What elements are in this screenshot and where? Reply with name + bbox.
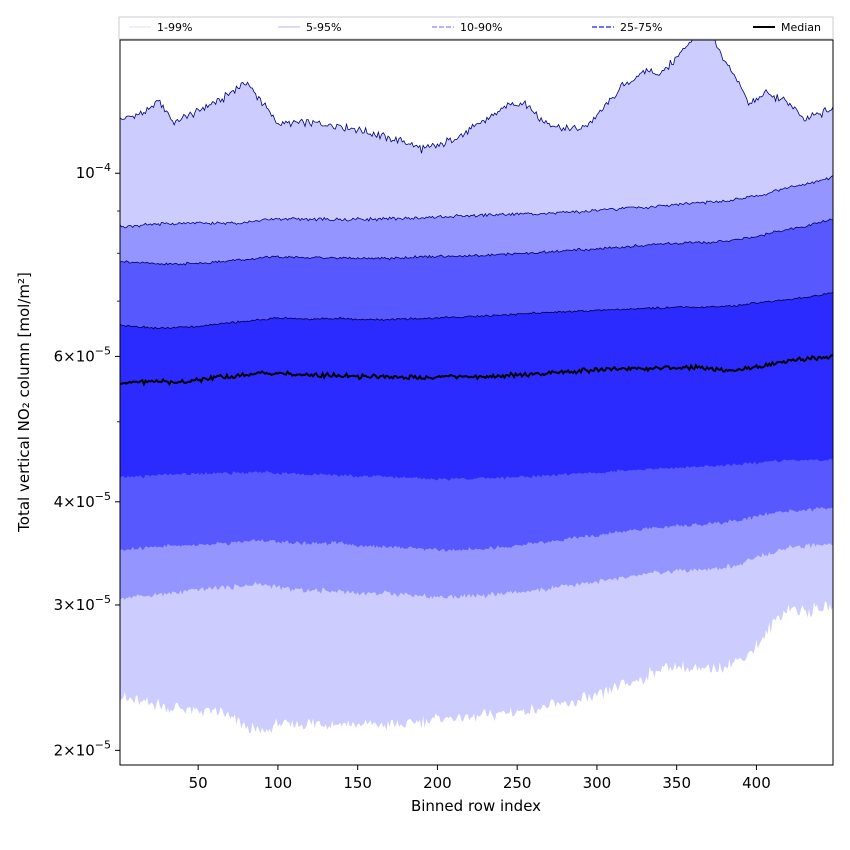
x-tick-label: 400 xyxy=(742,774,771,792)
band-upper-line-25-75- xyxy=(120,291,833,330)
y-tick-label: 3×10−5 xyxy=(54,593,111,614)
band-upper-line-5-95- xyxy=(120,175,833,229)
legend-label: 5-95% xyxy=(306,21,341,34)
legend-label: 25-75% xyxy=(620,21,662,34)
median-line xyxy=(120,354,833,387)
y-tick-label: 4×10−5 xyxy=(54,490,111,511)
x-tick-label: 100 xyxy=(264,774,293,792)
median-layer xyxy=(120,354,833,387)
legend: 1-99% 5-95% 10-90% 25-75% Median xyxy=(118,16,834,40)
x-tick-label: 150 xyxy=(343,774,372,792)
x-axis: 50 100 150 200 250 300 350 400 xyxy=(189,765,771,792)
x-tick-label: 50 xyxy=(189,774,208,792)
band-upper-line-10-90- xyxy=(120,218,833,266)
y-tick-label: 6×10−5 xyxy=(54,344,111,365)
y-axis-label: Total vertical NO₂ column [mol/m²] xyxy=(15,272,33,533)
plot-frame xyxy=(119,39,834,766)
x-axis-label: Binned row index xyxy=(411,797,541,815)
x-tick-label: 300 xyxy=(583,774,612,792)
x-tick-label: 200 xyxy=(423,774,452,792)
legend-label: 10-90% xyxy=(460,21,502,34)
y-tick-label: 2×10−5 xyxy=(54,738,111,759)
y-axis: 2×10−5 3×10−5 4×10−5 6×10−5 10−4 xyxy=(54,161,120,759)
x-tick-label: 250 xyxy=(503,774,532,792)
legend-label: Median xyxy=(781,21,821,34)
legend-box xyxy=(118,16,834,40)
legend-label: 1-99% xyxy=(157,21,192,34)
band-25-75- xyxy=(120,292,833,481)
percentile-bands xyxy=(120,40,833,734)
x-tick-label: 350 xyxy=(662,774,691,792)
band-upper-line-1-99- xyxy=(120,40,833,154)
y-tick-label: 10−4 xyxy=(76,161,111,182)
